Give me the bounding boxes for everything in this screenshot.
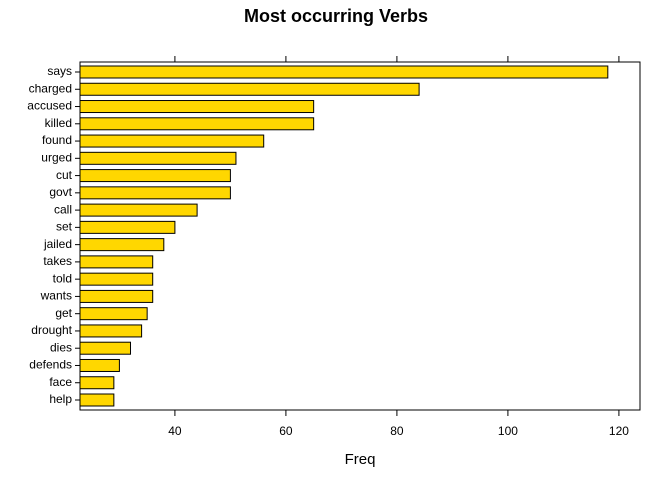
bar xyxy=(79,358,120,372)
y-tick-label: get xyxy=(55,306,72,320)
y-tick-label: govt xyxy=(49,185,72,199)
bar xyxy=(79,393,115,407)
bar xyxy=(79,220,176,234)
y-tick-label: charged xyxy=(29,81,72,95)
bar xyxy=(79,238,165,252)
bar xyxy=(79,324,143,338)
bar xyxy=(79,203,198,217)
y-tick-label: face xyxy=(49,375,72,389)
y-tick-label: help xyxy=(49,392,72,406)
y-tick-label: told xyxy=(53,271,72,285)
y-tick-label: urged xyxy=(41,150,72,164)
x-tick-label: 100 xyxy=(498,424,518,438)
bar xyxy=(79,134,265,148)
y-tick-label: defends xyxy=(29,358,72,372)
x-tick-label: 60 xyxy=(279,424,293,438)
bar xyxy=(79,65,609,79)
bar xyxy=(79,82,420,96)
y-tick-label: says xyxy=(47,64,72,78)
x-tick-label: 120 xyxy=(609,424,629,438)
bar xyxy=(79,186,231,200)
y-tick-label: killed xyxy=(45,116,72,130)
bar xyxy=(79,255,154,269)
x-tick-label: 40 xyxy=(168,424,182,438)
bar xyxy=(79,289,154,303)
y-tick-label: takes xyxy=(43,254,72,268)
y-tick-label: wants xyxy=(40,289,72,303)
y-tick-label: accused xyxy=(27,99,72,113)
bar xyxy=(79,100,315,114)
bar xyxy=(79,151,237,165)
y-tick-label: jailed xyxy=(43,237,72,251)
y-tick-label: set xyxy=(56,220,73,234)
y-tick-label: drought xyxy=(31,323,72,337)
y-tick-label: found xyxy=(42,133,72,147)
chart-title: Most occurring Verbs xyxy=(244,6,428,26)
bar xyxy=(79,117,315,131)
y-tick-label: call xyxy=(54,202,72,216)
y-tick-label: dies xyxy=(50,340,72,354)
bar xyxy=(79,169,231,183)
x-axis-label: Freq xyxy=(345,451,376,468)
x-tick-label: 80 xyxy=(390,424,404,438)
y-tick-label: cut xyxy=(56,168,73,182)
bar xyxy=(79,272,154,286)
panel-border xyxy=(79,61,641,411)
bar xyxy=(79,307,148,321)
bar xyxy=(79,341,132,355)
bar xyxy=(79,376,115,390)
